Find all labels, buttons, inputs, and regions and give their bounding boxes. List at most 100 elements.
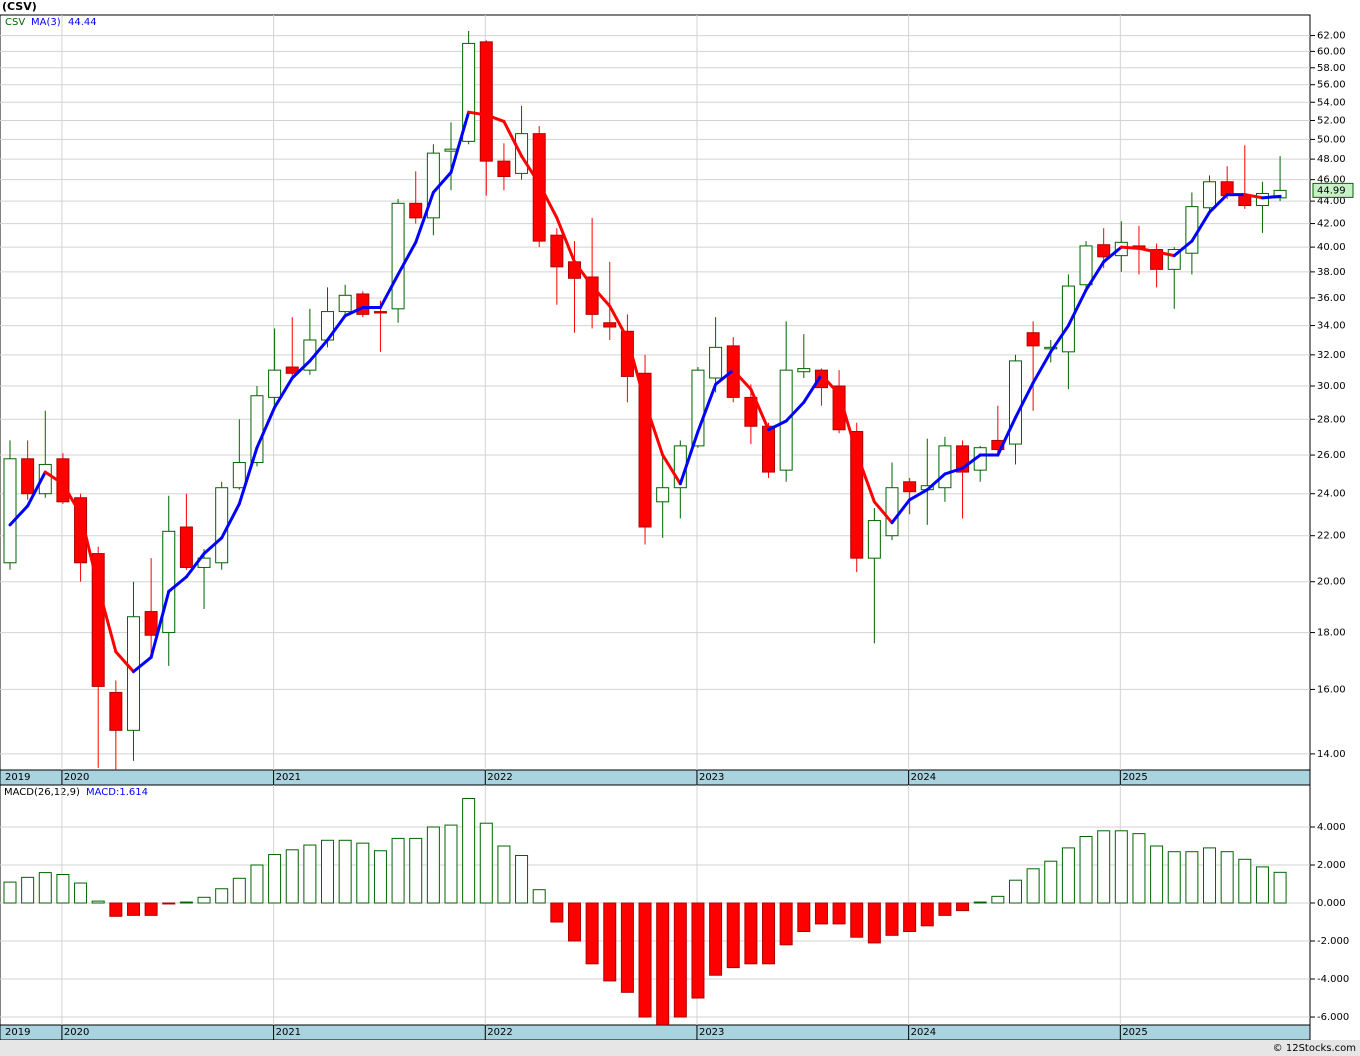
candle-body	[585, 276, 599, 315]
candle-body	[479, 41, 493, 162]
macd-bar	[409, 837, 423, 904]
ma-segment	[26, 470, 47, 508]
macd-bar	[1220, 851, 1234, 904]
ma-segment	[555, 216, 576, 264]
macd-bar	[656, 902, 670, 1025]
ma-segment	[308, 338, 330, 363]
macd-bar	[1079, 835, 1093, 904]
candle-body	[232, 462, 246, 489]
ma-segment	[943, 466, 965, 476]
macd-bar	[832, 902, 846, 925]
credit: © 12Stocks.com	[1273, 1043, 1356, 1054]
macd-bar	[391, 837, 405, 904]
ma-segment	[131, 655, 153, 674]
candle-body	[373, 311, 387, 314]
ma-segment	[1119, 245, 1141, 250]
macd-bar	[56, 874, 70, 904]
ma-segment	[908, 488, 929, 502]
candle-body	[656, 487, 670, 503]
macd-bar	[603, 902, 617, 982]
macd-bar	[1097, 830, 1111, 904]
ma-segment	[255, 405, 277, 450]
y-tick-label: 52.00	[1317, 115, 1346, 126]
ma-segment	[61, 482, 83, 516]
candle-body	[409, 202, 423, 219]
macd-bar	[162, 902, 176, 905]
ma-segment	[326, 314, 347, 342]
y-tick-label: 20.00	[1317, 577, 1346, 588]
candle-body	[1097, 244, 1111, 258]
ma-segment	[414, 190, 435, 244]
candle-body	[1061, 285, 1075, 353]
y-tick-label: 42.00	[1317, 219, 1346, 230]
y-tick-label: 34.00	[1317, 321, 1346, 332]
candle-body	[885, 487, 899, 537]
ma-segment	[1084, 260, 1106, 292]
ma-segment	[167, 575, 188, 593]
macd-bar	[268, 854, 282, 904]
ma-segment	[202, 536, 224, 556]
candle-body	[1203, 181, 1217, 209]
y-tick-label: 48.00	[1317, 154, 1346, 165]
date-strip	[0, 1024, 1311, 1041]
macd-bar	[903, 902, 917, 933]
y-tick-label: -6.000	[1317, 1012, 1349, 1023]
ma-segment	[1137, 246, 1159, 254]
candle-body	[744, 396, 758, 427]
last-price-label: 44.99	[1317, 185, 1346, 196]
candle-body	[444, 148, 458, 152]
x-tick-label: 2019	[5, 1027, 30, 1038]
macd-bar	[462, 797, 476, 904]
ma-segment	[1102, 245, 1123, 264]
macd-bar	[444, 824, 458, 904]
y-tick-label: 60.00	[1317, 46, 1346, 57]
macd-bar	[1132, 833, 1146, 904]
candle-body	[356, 293, 370, 315]
ma-segment	[1155, 250, 1176, 258]
y-tick-label: 50.00	[1317, 134, 1346, 145]
candle-body	[250, 395, 264, 464]
macd-bar	[515, 854, 529, 904]
price-panel	[0, 14, 1311, 771]
ma-segment	[731, 368, 753, 391]
ma-segment	[625, 337, 647, 404]
x-tick-label: 2020	[64, 1027, 89, 1038]
macd-bar	[850, 902, 864, 938]
ma-segment	[819, 373, 841, 396]
ma-segment	[449, 110, 471, 174]
candle-body	[832, 385, 846, 431]
candle-body	[762, 425, 776, 473]
ma-segment	[290, 359, 312, 380]
ma-segment	[1260, 194, 1282, 200]
macd-bar	[144, 902, 158, 916]
x-tick-label: 2023	[699, 772, 724, 783]
macd-bar	[232, 877, 246, 904]
ma-segment	[220, 502, 241, 540]
y-tick-label: 54.00	[1317, 97, 1346, 108]
macd-bar	[1150, 845, 1164, 904]
y-tick-label: 14.00	[1317, 749, 1346, 760]
candle-body	[867, 520, 881, 559]
macd-bar	[21, 876, 35, 904]
macd-bar	[814, 902, 828, 925]
candle-body	[391, 202, 405, 310]
y-tick-label: 40.00	[1317, 242, 1346, 253]
macd-bar	[285, 849, 299, 904]
ma-segment	[43, 470, 65, 486]
candle-body	[903, 481, 917, 493]
macd-bar	[497, 845, 511, 904]
macd-bar	[197, 896, 211, 904]
x-tick-label: 2021	[276, 1027, 301, 1038]
candle-body	[38, 463, 52, 495]
y-tick-label: -2.000	[1317, 936, 1349, 947]
ma-segment	[1243, 193, 1264, 200]
ma-segment	[643, 400, 665, 457]
macd-bar	[885, 902, 899, 936]
macd-bar	[867, 902, 881, 944]
macd-bar	[585, 902, 599, 965]
ma-segment	[767, 419, 788, 432]
macd-bar	[215, 888, 229, 904]
y-tick-label: 4.000	[1317, 822, 1346, 833]
macd-bar	[956, 902, 970, 912]
